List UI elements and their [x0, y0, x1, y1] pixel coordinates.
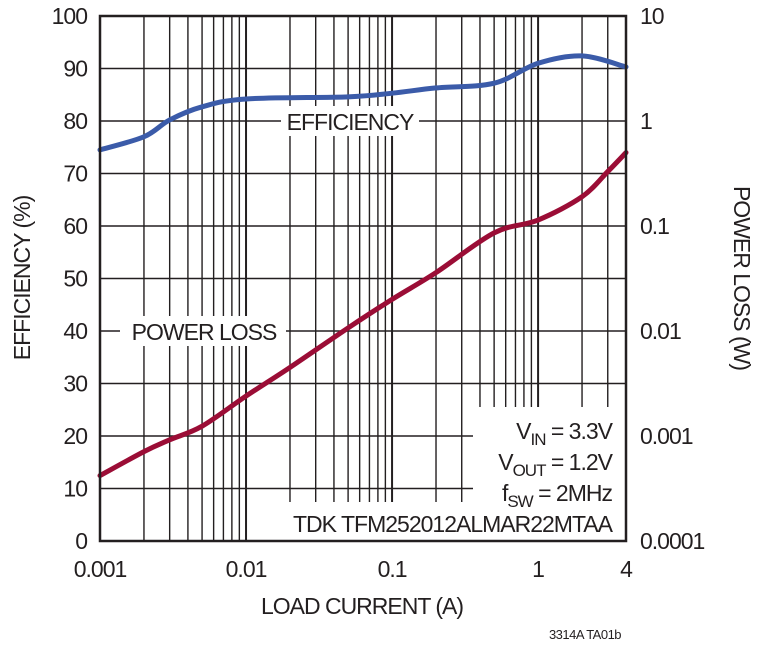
condition-line: VIN = 3.3V: [516, 418, 614, 449]
y-tick-label: 60: [63, 213, 87, 239]
x-axis-title: LOAD CURRENT (A): [261, 593, 463, 619]
series-label-efficiency: EFFICIENCY: [287, 109, 414, 135]
y2-tick-label: 1: [640, 108, 652, 134]
label-backgrounds: [120, 106, 626, 540]
y-tick-label: 20: [63, 423, 87, 449]
x-tick-label: 0.1: [378, 556, 407, 582]
plot-border: [98, 14, 628, 543]
y-tick-label: 0: [75, 528, 87, 554]
condition-value: = 2MHz: [533, 480, 613, 506]
series-label-power-loss: POWER LOSS: [132, 319, 277, 345]
tick-labels: 0.001 0.01 0.1 1 401020304050607080901000.00…: [52, 3, 706, 582]
condition-symbol: f: [502, 480, 509, 506]
series-lines: [97, 53, 629, 479]
condition-value: = 3.3V: [545, 418, 613, 444]
series-line-efficiency: [97, 53, 629, 153]
label-background: [281, 106, 419, 136]
label-background: [473, 407, 626, 503]
part-number-annotation: TDK TFM252012ALMAR22MTAA: [293, 511, 614, 537]
series-line-power-loss: [97, 150, 629, 479]
y-tick-label: 70: [63, 161, 87, 187]
y2-tick-label: 0.0001: [640, 528, 705, 554]
label-background: [249, 502, 626, 540]
condition-line: fSW = 2MHz: [502, 480, 613, 511]
condition-subscript: SW: [507, 492, 533, 511]
condition-subscript: IN: [530, 430, 545, 449]
y2-tick-label: 0.01: [640, 318, 681, 344]
y-tick-label: 100: [52, 3, 88, 29]
x-tick-label: 0.001: [74, 556, 127, 582]
figure-id: 3314A TA01b: [549, 627, 621, 642]
y-tick-label: 30: [63, 371, 87, 397]
label-background: [120, 316, 286, 346]
y2-tick-label: 0.001: [640, 423, 693, 449]
y2-axis-title: POWER LOSS (W): [729, 186, 755, 370]
condition-symbol: V: [516, 418, 532, 444]
condition-line: VOUT = 1.2V: [498, 449, 613, 480]
condition-value: = 1.2V: [545, 449, 613, 475]
condition-subscript: OUT: [513, 461, 547, 480]
y-tick-label: 10: [63, 476, 87, 502]
y2-tick-label: 0.1: [640, 213, 669, 239]
y-tick-label: 40: [63, 318, 87, 344]
y-tick-label: 90: [63, 56, 87, 82]
y-tick-label: 50: [63, 266, 87, 292]
x-tick-label: 1: [532, 556, 544, 582]
x-tick-label: 4: [620, 556, 633, 582]
y-axis-title: EFFICIENCY (%): [9, 195, 35, 360]
y2-tick-label: 10: [640, 3, 664, 29]
condition-symbol: V: [498, 449, 514, 475]
x-tick-label: 0.01: [226, 556, 267, 582]
y-tick-label: 80: [63, 108, 87, 134]
